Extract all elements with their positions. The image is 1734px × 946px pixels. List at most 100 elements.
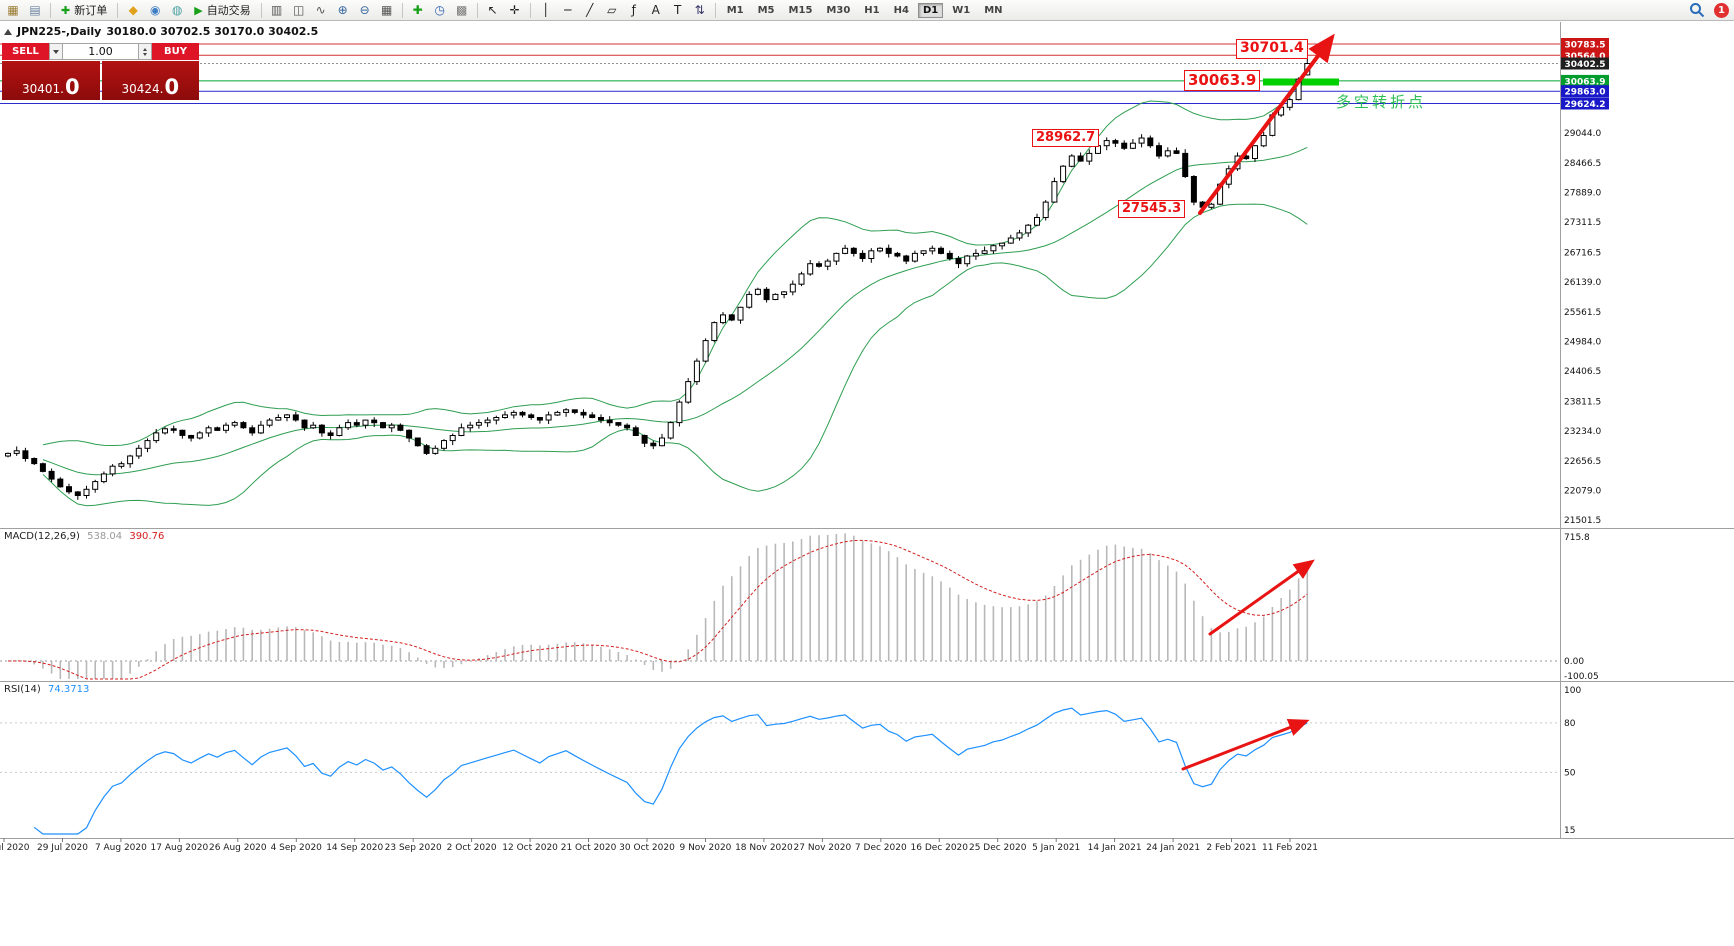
svg-text:27311.5: 27311.5 [1564, 218, 1601, 228]
zoom-out-icon[interactable]: ⊖ [359, 3, 370, 17]
objects-list-icon[interactable]: ▩ [456, 3, 468, 17]
svg-text:80: 80 [1564, 719, 1576, 729]
macd-signal-value: 390.76 [129, 531, 165, 542]
new-order-button[interactable]: ✚ 新订单 [56, 1, 112, 19]
text-tool-icon[interactable]: T [674, 3, 682, 17]
trend-note: 多空转折点 [1336, 93, 1427, 111]
svg-text:2 Feb 2021: 2 Feb 2021 [1206, 843, 1256, 853]
svg-text:29624.2: 29624.2 [1565, 100, 1606, 110]
svg-text:18 Nov 2020: 18 Nov 2020 [735, 843, 793, 853]
svg-text:26139.0: 26139.0 [1564, 278, 1601, 288]
zoom-in-icon[interactable]: ⊕ [337, 3, 348, 17]
fibonacci-icon[interactable]: ƒ [631, 3, 636, 17]
macd-signal-line [7, 539, 1308, 680]
crosshair-icon[interactable]: ✛ [509, 3, 520, 17]
sell-button[interactable]: SELL [2, 43, 49, 60]
svg-text:25 Dec 2020: 25 Dec 2020 [969, 843, 1027, 853]
svg-text:23234.0: 23234.0 [1564, 427, 1601, 437]
new-chart-icon[interactable]: ▦ [7, 3, 19, 17]
toolbar-separator [50, 2, 51, 18]
svg-text:14 Sep 2020: 14 Sep 2020 [326, 843, 383, 853]
mql5-market-icon[interactable]: ◆ [128, 3, 138, 17]
timeframe-m15-button[interactable]: M15 [788, 4, 813, 16]
indicators-icon[interactable]: ✚ [412, 3, 423, 17]
auto-trading-button[interactable]: ▶ 自动交易 [189, 1, 255, 19]
trend-arrows [1181, 33, 1335, 771]
timeframe-m1-button[interactable]: M1 [726, 4, 744, 16]
arrows-tool-icon[interactable]: ⇅ [694, 3, 705, 17]
timeframe-h1-button[interactable]: H1 [864, 4, 880, 16]
channel-icon[interactable]: ▱ [607, 3, 617, 17]
search-icon[interactable] [1689, 2, 1705, 18]
sell-price-main: 30401. [21, 81, 64, 96]
horizontal-line-icon[interactable]: ─ [564, 3, 572, 17]
volume-stepper[interactable] [139, 43, 152, 60]
price-axis-labels: 29044.0 28466.5 27889.0 27311.5 26716.5 26139… [1564, 129, 1601, 836]
svg-text:20 Jul 2020: 20 Jul 2020 [0, 843, 30, 853]
buy-button[interactable]: BUY [152, 43, 199, 60]
toolbar-separator [401, 2, 403, 18]
stepper-down-icon [143, 52, 147, 58]
chart-profiles-icon[interactable]: ▤ [29, 3, 41, 17]
macd-main-value: 538.04 [87, 531, 123, 542]
svg-text:5 Jan 2021: 5 Jan 2021 [1032, 843, 1080, 853]
bar-chart-icon[interactable]: ▥ [271, 3, 283, 17]
clock-icon[interactable]: ◷ [434, 3, 445, 17]
text-label-icon[interactable]: A [651, 3, 660, 17]
new-order-icon: ✚ [61, 3, 71, 17]
trendline-icon[interactable]: ╱ [586, 3, 594, 17]
svg-text:7 Dec 2020: 7 Dec 2020 [855, 843, 907, 853]
timeframe-m5-button[interactable]: M5 [757, 4, 775, 16]
trade-panel-toggle-icon[interactable] [4, 25, 12, 35]
timeframe-w1-button[interactable]: W1 [952, 4, 971, 16]
candlestick-chart-icon[interactable]: ◫ [293, 3, 305, 17]
toolbar-right: 1 [1689, 2, 1729, 18]
rsi-name: RSI(14) [4, 684, 41, 695]
signals-icon[interactable]: ◉ [149, 3, 161, 17]
volume-preset-dropdown[interactable] [49, 43, 63, 60]
toolbar-separator [529, 2, 531, 18]
timeframe-m30-button[interactable]: M30 [826, 4, 851, 16]
rsi-line [33, 707, 1308, 835]
timeframe-mn-button[interactable]: MN [984, 4, 1003, 16]
timeframe-d1-button[interactable]: D1 [917, 2, 944, 18]
svg-text:29863.0: 29863.0 [1565, 88, 1606, 98]
price-annotation: 28962.7 [1032, 129, 1100, 148]
rsi-value: 74.3713 [47, 684, 90, 695]
new-order-button-label: 新订单 [74, 4, 108, 17]
timeframe-h4-button[interactable]: H4 [893, 4, 909, 16]
tile-windows-icon[interactable]: ▦ [381, 3, 393, 17]
volume-input[interactable]: 1.00 [63, 43, 139, 60]
svg-text:2 Oct 2020: 2 Oct 2020 [447, 843, 497, 853]
macd-name: MACD(12,26,9) [4, 531, 80, 542]
svg-text:24984.0: 24984.0 [1564, 337, 1601, 347]
buy-price-main: 30424. [121, 81, 164, 96]
toolbar: ▦ ▤ ✚ 新订单 ◆ ◉ ◍ ▶ 自动交易 ▥ ◫ ∿ ⊕ ⊖ ▦ ✚ ◷ ▩ ↖ ✛ │ ─ ╱ ▱ ƒ A T ⇅ M1 M5 M15… [0, 0, 1734, 21]
vps-icon[interactable]: ◍ [171, 3, 183, 17]
svg-text:21501.5: 21501.5 [1564, 516, 1601, 526]
vertical-line-icon[interactable]: │ [542, 3, 550, 17]
toolbar-separator [117, 2, 119, 18]
svg-text:0.00: 0.00 [1564, 657, 1584, 667]
cursor-icon[interactable]: ↖ [487, 3, 498, 17]
rsi-levels [0, 722, 1560, 773]
chevron-down-icon [53, 49, 59, 57]
svg-text:100: 100 [1564, 686, 1581, 696]
auto-trading-button-label: 自动交易 [206, 4, 251, 17]
price-annotation: 30063.9 [1184, 70, 1261, 91]
svg-text:29044.0: 29044.0 [1564, 129, 1601, 139]
svg-text:22079.0: 22079.0 [1564, 486, 1601, 496]
sell-price-display[interactable]: 30401. 0 [2, 61, 100, 100]
svg-text:28466.5: 28466.5 [1564, 159, 1601, 169]
sell-price-big-digit: 0 [64, 75, 80, 100]
notification-badge[interactable]: 1 [1714, 2, 1729, 18]
price-annotation: 30701.4 [1236, 39, 1308, 59]
line-chart-icon[interactable]: ∿ [315, 3, 326, 17]
svg-text:30 Oct 2020: 30 Oct 2020 [619, 843, 675, 853]
buy-price-display[interactable]: 30424. 0 [101, 61, 199, 100]
svg-text:9 Nov 2020: 9 Nov 2020 [679, 843, 731, 853]
stepper-up-icon [143, 46, 147, 51]
macd-label: MACD(12,26,9) 538.04 390.76 [4, 531, 164, 542]
